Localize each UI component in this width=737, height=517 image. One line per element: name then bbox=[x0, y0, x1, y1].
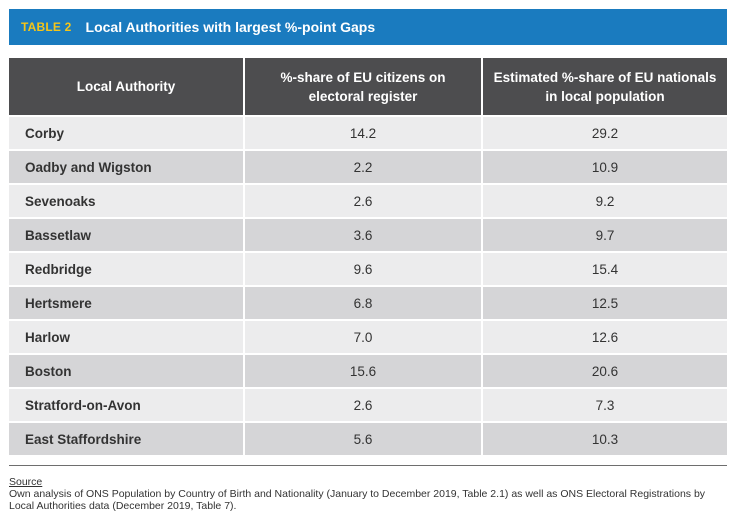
population-share-cell: 9.7 bbox=[482, 217, 727, 252]
local-authority-cell: Bassetlaw bbox=[9, 217, 245, 252]
column-header-local-authority: Local Authority bbox=[9, 58, 245, 116]
table-title-banner: TABLE 2 Local Authorities with largest %… bbox=[9, 9, 727, 45]
table-row: East Staffordshire 5.6 10.3 bbox=[9, 421, 727, 455]
source-divider bbox=[9, 465, 727, 466]
register-share-cell: 6.8 bbox=[244, 285, 483, 320]
local-authority-cell: Corby bbox=[9, 115, 245, 150]
table-title: Local Authorities with largest %-point G… bbox=[85, 19, 376, 35]
local-authority-cell: Harlow bbox=[9, 319, 245, 354]
table-row: Boston 15.6 20.6 bbox=[9, 353, 727, 388]
local-authority-cell: Hertsmere bbox=[9, 285, 245, 320]
register-share-cell: 3.6 bbox=[244, 217, 483, 252]
register-share-cell: 2.2 bbox=[244, 149, 483, 184]
local-authority-cell: Oadby and Wigston bbox=[9, 149, 245, 184]
local-authority-cell: East Staffordshire bbox=[9, 421, 245, 455]
table-row: Redbridge 9.6 15.4 bbox=[9, 251, 727, 286]
local-authority-cell: Stratford-on-Avon bbox=[9, 387, 245, 422]
table-row: Oadby and Wigston 2.2 10.9 bbox=[9, 149, 727, 184]
column-header-register-share: %-share of EU citizens on electoral regi… bbox=[244, 58, 483, 116]
register-share-cell: 7.0 bbox=[244, 319, 483, 354]
local-authority-cell: Sevenoaks bbox=[9, 183, 245, 218]
table-row: Sevenoaks 2.6 9.2 bbox=[9, 183, 727, 218]
table-header-row: Local Authority %-share of EU citizens o… bbox=[9, 58, 727, 116]
register-share-cell: 14.2 bbox=[244, 115, 483, 150]
table-row: Harlow 7.0 12.6 bbox=[9, 319, 727, 354]
register-share-cell: 2.6 bbox=[244, 183, 483, 218]
table-row: Bassetlaw 3.6 9.7 bbox=[9, 217, 727, 252]
population-share-cell: 9.2 bbox=[482, 183, 727, 218]
population-share-cell: 10.3 bbox=[482, 421, 727, 455]
population-share-cell: 12.5 bbox=[482, 285, 727, 320]
register-share-cell: 2.6 bbox=[244, 387, 483, 422]
population-share-cell: 29.2 bbox=[482, 115, 727, 150]
register-share-cell: 5.6 bbox=[244, 421, 483, 455]
gaps-table: Local Authority %-share of EU citizens o… bbox=[9, 58, 727, 455]
table-row: Corby 14.2 29.2 bbox=[9, 115, 727, 150]
population-share-cell: 10.9 bbox=[482, 149, 727, 184]
population-share-cell: 15.4 bbox=[482, 251, 727, 286]
table-row: Stratford-on-Avon 2.6 7.3 bbox=[9, 387, 727, 422]
table-row: Hertsmere 6.8 12.5 bbox=[9, 285, 727, 320]
population-share-cell: 20.6 bbox=[482, 353, 727, 388]
source-label: Source bbox=[9, 476, 43, 488]
register-share-cell: 15.6 bbox=[244, 353, 483, 388]
table-number-label: TABLE 2 bbox=[21, 20, 72, 34]
population-share-cell: 7.3 bbox=[482, 387, 727, 422]
register-share-cell: 9.6 bbox=[244, 251, 483, 286]
column-header-population-share: Estimated %-share of EU nationals in loc… bbox=[482, 58, 727, 116]
source-note: Source Own analysis of ONS Population by… bbox=[9, 476, 727, 512]
local-authority-cell: Redbridge bbox=[9, 251, 245, 286]
local-authority-cell: Boston bbox=[9, 353, 245, 388]
population-share-cell: 12.6 bbox=[482, 319, 727, 354]
source-text: Own analysis of ONS Population by Countr… bbox=[9, 488, 706, 512]
